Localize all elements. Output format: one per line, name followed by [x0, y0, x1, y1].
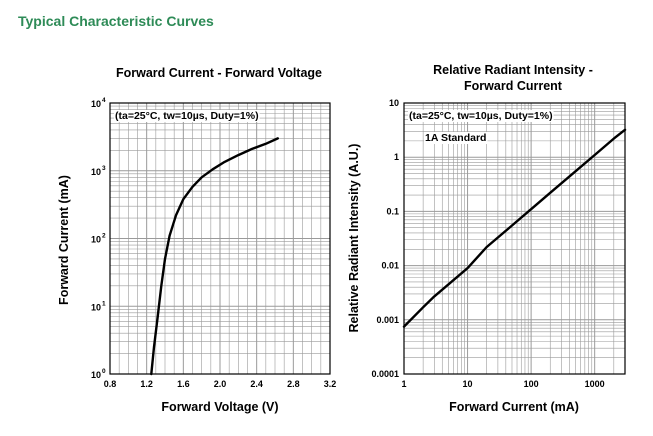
chart2-annotation: (ta=25°C, tw=10µs, Duty=1%) — [409, 110, 553, 122]
chart1-annotation: (ta=25°C, tw=10µs, Duty=1%) — [115, 110, 259, 122]
chart2-plot-frame — [403, 102, 626, 375]
annotation-backing — [424, 132, 488, 144]
y-tick-exponent: 4 — [102, 97, 106, 104]
chart1-xlabel: Forward Voltage (V) — [161, 400, 278, 414]
y-tick-exponent: 1 — [102, 300, 106, 307]
x-tick-label: 0.8 — [104, 379, 117, 389]
chart2-y-ticks: 0.0001 0.001 0.01 0.1 1 10 — [371, 98, 399, 379]
x-tick-label: 2.8 — [287, 379, 300, 389]
y-tick-label: 10 — [91, 167, 101, 177]
chart2-title-line1: Relative Radiant Intensity - — [433, 63, 593, 77]
annotation-backing — [114, 110, 260, 122]
y-tick-label: 0.0001 — [371, 369, 399, 379]
chart1-series-line — [150, 137, 279, 376]
y-tick-label: 0.1 — [386, 206, 399, 216]
chart2-series-line — [402, 128, 627, 328]
y-tick-label: 10 — [91, 99, 101, 109]
chart2-standard-label: 1A Standard — [425, 132, 486, 144]
x-tick-label: 10 — [463, 379, 473, 389]
y-tick-label: 0.001 — [376, 315, 399, 325]
x-tick-label: 3.2 — [324, 379, 337, 389]
y-tick-label: 1 — [394, 152, 399, 162]
chart-radiant-intensity: Relative Radiant Intensity - Forward Cur… — [347, 63, 627, 414]
y-tick-label: 10 — [389, 98, 399, 108]
x-tick-label: 100 — [524, 379, 539, 389]
y-tick-exponent: 2 — [102, 233, 106, 240]
chart2-xlabel: Forward Current (mA) — [449, 400, 579, 414]
y-tick-exponent: 3 — [102, 165, 106, 172]
chart2-ylabel: Relative Radiant Intensity (A.U.) — [347, 144, 361, 333]
y-tick-label: 0.01 — [381, 261, 399, 271]
chart1-ylabel: Forward Current (mA) — [57, 175, 71, 305]
chart2-title-line2: Forward Current — [464, 79, 563, 93]
annotation-backing — [408, 110, 554, 122]
y-tick-label: 10 — [91, 235, 101, 245]
x-tick-label: 1.6 — [177, 379, 190, 389]
y-tick-exponent: 0 — [102, 368, 106, 375]
y-tick-label: 10 — [91, 370, 101, 380]
chart1-grid — [109, 103, 331, 375]
x-tick-label: 2.0 — [214, 379, 227, 389]
chart-forward-voltage: Forward Current - Forward Voltage 0.8 1.2… — [57, 66, 336, 414]
chart1-title: Forward Current - Forward Voltage — [116, 66, 322, 80]
chart2-x-ticks: 1 10 100 1000 — [401, 379, 604, 389]
x-tick-label: 1000 — [585, 379, 605, 389]
chart1-plot-frame — [109, 102, 331, 375]
y-tick-label: 10 — [91, 302, 101, 312]
x-tick-label: 2.4 — [250, 379, 263, 389]
x-tick-label: 1 — [401, 379, 406, 389]
chart1-x-ticks: 0.8 1.2 1.6 2.0 2.4 2.8 3.2 — [104, 379, 337, 389]
x-tick-label: 1.2 — [140, 379, 153, 389]
page-title: Typical Characteristic Curves — [18, 13, 214, 29]
